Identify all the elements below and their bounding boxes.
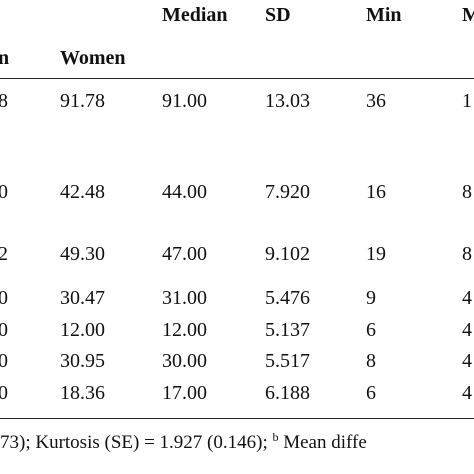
table-rule <box>0 418 474 419</box>
table-cell: 9 <box>366 287 376 309</box>
table-cell: 5.517 <box>265 350 310 372</box>
footnote-mark: b <box>272 430 279 444</box>
table-cell: 16 <box>366 181 386 203</box>
table-cell: 8 <box>366 350 376 372</box>
header-cell: Median <box>162 4 228 26</box>
table-cell: 4 <box>462 350 472 372</box>
table-cell: 1 <box>462 90 472 112</box>
footnote-text: Mean diffe <box>283 432 367 453</box>
footnote-text: 73); Kurtosis (SE) = 1.927 (0.146); <box>0 432 268 453</box>
table-cell: 5.137 <box>265 319 310 341</box>
table-cell: 2 <box>0 243 8 265</box>
table-cell: 6 <box>366 319 376 341</box>
table-cell: 47.00 <box>162 243 207 265</box>
table-cell: 0 <box>0 319 8 341</box>
subheader-cell: n <box>0 47 10 69</box>
table-cell: 42.48 <box>60 181 105 203</box>
table-cell: 6 <box>366 382 376 404</box>
table-cell: 8 <box>462 243 472 265</box>
header-cell: SD <box>265 4 291 26</box>
table-cell: 49.30 <box>60 243 105 265</box>
table-cell: 6.188 <box>265 382 310 404</box>
table-cell: 30.95 <box>60 350 105 372</box>
table-cell: 18.36 <box>60 382 105 404</box>
table-cell: 5.476 <box>265 287 310 309</box>
table-cell: 0 <box>0 181 8 203</box>
table-cell: 12.00 <box>162 319 207 341</box>
header-cell: M <box>462 4 474 26</box>
table-cell: 4 <box>462 319 472 341</box>
table-cell: 30.00 <box>162 350 207 372</box>
table-cell: 4 <box>462 382 472 404</box>
table-cell: 36 <box>366 90 386 112</box>
table-rule <box>0 78 474 79</box>
table-cell: 17.00 <box>162 382 207 404</box>
table-cell: 12.00 <box>60 319 105 341</box>
table-cell: 0 <box>0 287 8 309</box>
table-cell: 8 <box>0 90 8 112</box>
table-cell: 30.47 <box>60 287 105 309</box>
table-cell: 8 <box>462 181 472 203</box>
table-cell: 4 <box>462 287 472 309</box>
table-cell: 0 <box>0 350 8 372</box>
footnote: 73); Kurtosis (SE) = 1.927 (0.146); b Me… <box>0 426 367 454</box>
table-cell: 91.00 <box>162 90 207 112</box>
table-cell: 19 <box>366 243 386 265</box>
table-cell: 0 <box>0 382 8 404</box>
table-cell: 91.78 <box>60 90 105 112</box>
table-cell: 7.920 <box>265 181 310 203</box>
subheader-cell: Women <box>60 47 126 69</box>
table-cell: 44.00 <box>162 181 207 203</box>
table-cell: 31.00 <box>162 287 207 309</box>
table-cell: 13.03 <box>265 90 310 112</box>
table-cell: 9.102 <box>265 243 310 265</box>
header-cell: Min <box>366 4 402 26</box>
